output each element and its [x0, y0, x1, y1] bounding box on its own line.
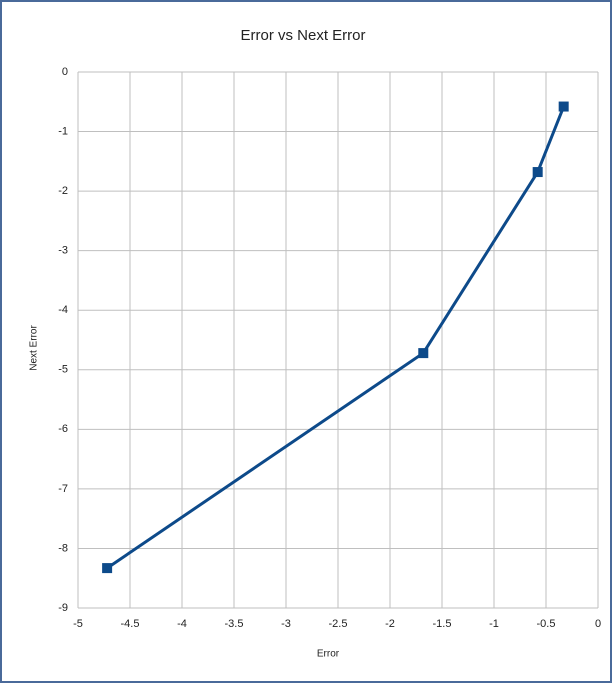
- x-axis-label: Error: [317, 649, 340, 660]
- data-point: [532, 167, 543, 178]
- x-tick-label: 0: [595, 618, 601, 630]
- data-point: [558, 101, 569, 112]
- x-tick-label: -3.5: [225, 618, 244, 630]
- x-tick-label: -2.5: [329, 618, 348, 630]
- data-point: [102, 563, 113, 574]
- y-tick-label: -7: [58, 483, 68, 495]
- data-line: [106, 105, 566, 570]
- x-tick-label: -1: [489, 618, 499, 630]
- x-tick-label: -4: [177, 618, 187, 630]
- y-tick-label: -2: [58, 185, 68, 197]
- x-tick-label: -2: [385, 618, 395, 630]
- y-tick-label: -8: [58, 542, 68, 554]
- data-point: [418, 348, 429, 359]
- x-tick-label: -3: [281, 618, 291, 630]
- y-tick-label: 0: [62, 66, 68, 78]
- y-tick-label: -4: [58, 304, 68, 316]
- chart-title: Error vs Next Error: [240, 27, 365, 44]
- y-tick-label: -1: [58, 125, 68, 137]
- x-tick-label: -5: [73, 618, 83, 630]
- x-tick-label: -1.5: [433, 618, 452, 630]
- y-axis-label: Next Error: [29, 325, 40, 371]
- y-tick-label: -5: [58, 364, 68, 376]
- y-tick-label: -3: [58, 245, 68, 257]
- y-tick-label: -9: [58, 602, 68, 614]
- x-tick-label: -0.5: [537, 618, 556, 630]
- y-tick-label: -6: [58, 423, 68, 435]
- x-tick-label: -4.5: [121, 618, 140, 630]
